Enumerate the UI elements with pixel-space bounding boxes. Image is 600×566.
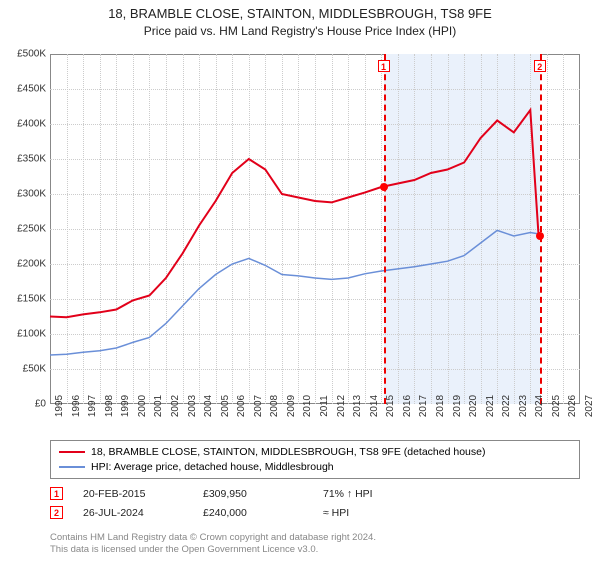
sales-notes: 1 20-FEB-2015 £309,950 71% ↑ HPI 2 26-JUL-202… <box>50 484 580 522</box>
x-tick-label: 1999 <box>116 395 131 417</box>
y-tick-label: £350K <box>17 154 46 165</box>
x-tick-label: 2024 <box>530 395 545 417</box>
y-tick-label: £500K <box>17 49 46 60</box>
attribution: Contains HM Land Registry data © Crown c… <box>50 532 580 557</box>
x-tick-label: 2003 <box>183 395 198 417</box>
chart-lines <box>50 54 580 404</box>
y-tick-label: £0 <box>35 399 46 410</box>
x-tick-label: 1996 <box>67 395 82 417</box>
legend-row: 18, BRAMBLE CLOSE, STAINTON, MIDDLESBROU… <box>59 445 571 460</box>
y-tick-label: £250K <box>17 224 46 235</box>
y-tick-label: £150K <box>17 294 46 305</box>
x-tick-label: 2012 <box>332 395 347 417</box>
x-tick-label: 2000 <box>133 395 148 417</box>
legend: 18, BRAMBLE CLOSE, STAINTON, MIDDLESBROU… <box>50 440 580 479</box>
note-price: £309,950 <box>203 488 303 500</box>
x-tick-label: 1995 <box>50 395 65 417</box>
x-tick-label: 2008 <box>265 395 280 417</box>
chart: 12 £0£50K£100K£150K£200K£250K£300K£350K£… <box>50 54 580 404</box>
attribution-line-1: Contains HM Land Registry data © Crown c… <box>50 532 580 544</box>
marker-vline <box>384 54 386 404</box>
x-tick-label: 2015 <box>381 395 396 417</box>
x-tick-label: 2007 <box>249 395 264 417</box>
x-tick-label: 2019 <box>448 395 463 417</box>
x-tick-label: 2013 <box>348 395 363 417</box>
x-tick-label: 2026 <box>563 395 578 417</box>
note-row: 2 26-JUL-2024 £240,000 ≈ HPI <box>50 503 580 522</box>
x-tick-label: 2027 <box>580 395 595 417</box>
x-tick-label: 2020 <box>464 395 479 417</box>
series-line <box>50 230 539 355</box>
legend-label: HPI: Average price, detached house, Midd… <box>91 460 334 475</box>
note-relation: ≈ HPI <box>323 507 423 519</box>
legend-swatch <box>59 451 85 453</box>
y-tick-label: £450K <box>17 84 46 95</box>
legend-label: 18, BRAMBLE CLOSE, STAINTON, MIDDLESBROU… <box>91 445 485 460</box>
x-tick-label: 2009 <box>282 395 297 417</box>
x-tick-label: 2001 <box>149 395 164 417</box>
x-tick-label: 2011 <box>315 395 330 417</box>
y-tick-label: £400K <box>17 119 46 130</box>
series-line <box>50 110 539 317</box>
marker-dot <box>380 183 388 191</box>
x-tick-label: 2010 <box>298 395 313 417</box>
y-tick-label: £50K <box>23 364 46 375</box>
note-date: 20-FEB-2015 <box>83 488 183 500</box>
x-tick-label: 2016 <box>398 395 413 417</box>
x-tick-label: 2017 <box>414 395 429 417</box>
note-price: £240,000 <box>203 507 303 519</box>
x-tick-label: 2004 <box>199 395 214 417</box>
x-tick-label: 1998 <box>100 395 115 417</box>
attribution-line-2: This data is licensed under the Open Gov… <box>50 544 580 556</box>
page-subtitle: Price paid vs. HM Land Registry's House … <box>0 24 600 38</box>
x-tick-label: 1997 <box>83 395 98 417</box>
marker-box: 1 <box>378 60 390 72</box>
x-tick-label: 2006 <box>232 395 247 417</box>
note-relation: 71% ↑ HPI <box>323 488 423 500</box>
marker-vline <box>540 54 542 404</box>
x-tick-label: 2025 <box>547 395 562 417</box>
marker-dot <box>536 232 544 240</box>
page-title: 18, BRAMBLE CLOSE, STAINTON, MIDDLESBROU… <box>0 6 600 21</box>
x-tick-label: 2021 <box>481 395 496 417</box>
y-tick-label: £300K <box>17 189 46 200</box>
legend-swatch <box>59 466 85 468</box>
marker-box: 2 <box>534 60 546 72</box>
x-tick-label: 2002 <box>166 395 181 417</box>
note-date: 26-JUL-2024 <box>83 507 183 519</box>
x-tick-label: 2014 <box>365 395 380 417</box>
note-row: 1 20-FEB-2015 £309,950 71% ↑ HPI <box>50 484 580 503</box>
note-marker-box: 1 <box>50 487 63 500</box>
x-tick-label: 2005 <box>216 395 231 417</box>
x-tick-label: 2018 <box>431 395 446 417</box>
legend-row: HPI: Average price, detached house, Midd… <box>59 460 571 475</box>
x-tick-label: 2022 <box>497 395 512 417</box>
note-marker-box: 2 <box>50 506 63 519</box>
y-tick-label: £100K <box>17 329 46 340</box>
y-tick-label: £200K <box>17 259 46 270</box>
x-tick-label: 2023 <box>514 395 529 417</box>
